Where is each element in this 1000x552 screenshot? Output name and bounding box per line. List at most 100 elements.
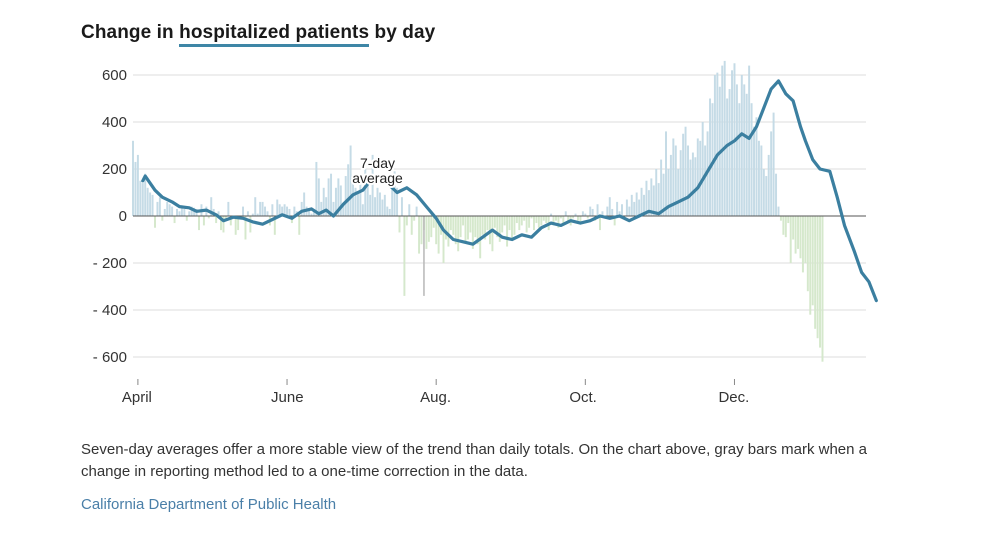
daily-bar xyxy=(471,216,474,249)
daily-bar xyxy=(224,216,227,219)
daily-bar xyxy=(244,216,247,240)
daily-bar xyxy=(628,206,631,216)
daily-bar xyxy=(180,205,183,216)
daily-bar xyxy=(427,216,430,242)
daily-bar xyxy=(552,216,555,226)
daily-bar xyxy=(799,216,802,259)
daily-bar xyxy=(662,173,665,216)
daily-bar xyxy=(682,133,685,216)
daily-bar xyxy=(745,93,748,216)
daily-bar xyxy=(574,213,577,216)
daily-bar xyxy=(249,216,252,233)
daily-bar xyxy=(457,216,460,252)
daily-bar xyxy=(361,204,364,216)
daily-bar xyxy=(383,194,386,216)
daily-bar xyxy=(804,216,807,263)
daily-bar xyxy=(545,216,548,224)
daily-bar xyxy=(616,201,619,216)
daily-bar xyxy=(677,169,680,216)
daily-bar xyxy=(276,199,279,216)
daily-bar xyxy=(647,190,650,216)
daily-bar xyxy=(366,183,369,216)
daily-bar xyxy=(655,169,658,216)
daily-bar xyxy=(591,208,594,216)
daily-bar xyxy=(337,178,340,216)
daily-bar xyxy=(520,216,523,226)
daily-bar xyxy=(217,211,220,216)
daily-bar xyxy=(132,140,134,216)
daily-bar xyxy=(821,216,824,362)
daily-bar xyxy=(320,201,323,216)
daily-bar xyxy=(581,211,584,216)
daily-bar xyxy=(462,216,465,226)
hospitalization-chart: 600 400 200 0 - 200 - 400 - 600 April June Aug. O… xyxy=(93,60,878,406)
daily-bar xyxy=(432,216,435,228)
daily-bar xyxy=(227,201,230,216)
daily-bar xyxy=(364,169,367,216)
annotation-label: 7-day xyxy=(360,155,395,171)
daily-bar xyxy=(721,65,724,216)
daily-bar xyxy=(447,216,450,247)
daily-bar xyxy=(748,65,751,216)
daily-bar xyxy=(136,154,139,216)
daily-bar xyxy=(271,204,274,216)
daily-bar xyxy=(139,180,142,216)
daily-change-bars xyxy=(132,60,824,362)
daily-bar xyxy=(344,176,347,216)
daily-bar xyxy=(491,216,494,252)
daily-bar xyxy=(572,216,575,219)
daily-bar xyxy=(797,216,800,249)
daily-bar xyxy=(325,197,328,216)
daily-bar xyxy=(528,216,531,228)
daily-bar xyxy=(349,145,352,216)
daily-bar xyxy=(586,216,589,219)
daily-bar xyxy=(506,216,509,247)
daily-bar xyxy=(493,216,496,228)
daily-bar xyxy=(171,206,174,216)
daily-bar xyxy=(158,197,161,216)
daily-bar xyxy=(555,216,557,221)
daily-bar xyxy=(352,180,355,216)
y-axis-ticks: 600 400 200 0 - 200 - 400 - 600 xyxy=(93,67,127,366)
daily-bar xyxy=(444,216,447,240)
daily-bar xyxy=(435,216,438,245)
daily-bar xyxy=(782,216,785,235)
daily-bar xyxy=(378,192,381,216)
daily-bar xyxy=(347,164,350,216)
y-tick-label: 200 xyxy=(102,161,127,178)
daily-bar xyxy=(141,183,144,216)
daily-bar xyxy=(484,216,487,240)
daily-bar xyxy=(154,216,156,228)
daily-bar xyxy=(711,103,714,216)
daily-bar xyxy=(310,213,313,216)
daily-bar xyxy=(696,138,699,216)
daily-bar xyxy=(330,173,333,216)
x-tick-label: April xyxy=(122,389,152,406)
daily-bar xyxy=(459,216,462,238)
daily-bar xyxy=(667,169,670,216)
daily-bar xyxy=(660,159,663,216)
daily-bar xyxy=(359,180,362,216)
daily-bar xyxy=(687,145,689,216)
daily-bar xyxy=(777,206,780,216)
daily-bar xyxy=(278,204,281,216)
daily-bar xyxy=(237,216,240,231)
daily-bar xyxy=(481,216,484,235)
y-tick-label: - 600 xyxy=(93,349,127,366)
daily-bar xyxy=(523,216,526,221)
daily-bar xyxy=(618,211,621,216)
daily-bar xyxy=(557,216,560,228)
daily-bar xyxy=(535,216,538,224)
chart-note: Seven-day averages offer a more stable v… xyxy=(81,441,867,480)
chart-title-highlight: hospitalized patients xyxy=(179,22,370,47)
daily-bar xyxy=(657,183,660,216)
daily-bar xyxy=(762,169,765,216)
daily-bar xyxy=(400,197,403,216)
daily-bar xyxy=(454,216,457,245)
daily-bar xyxy=(202,216,205,226)
daily-bar xyxy=(391,183,394,216)
daily-bar xyxy=(510,216,513,240)
daily-bar xyxy=(674,145,677,216)
daily-bar xyxy=(403,216,406,296)
daily-bar xyxy=(767,154,770,216)
